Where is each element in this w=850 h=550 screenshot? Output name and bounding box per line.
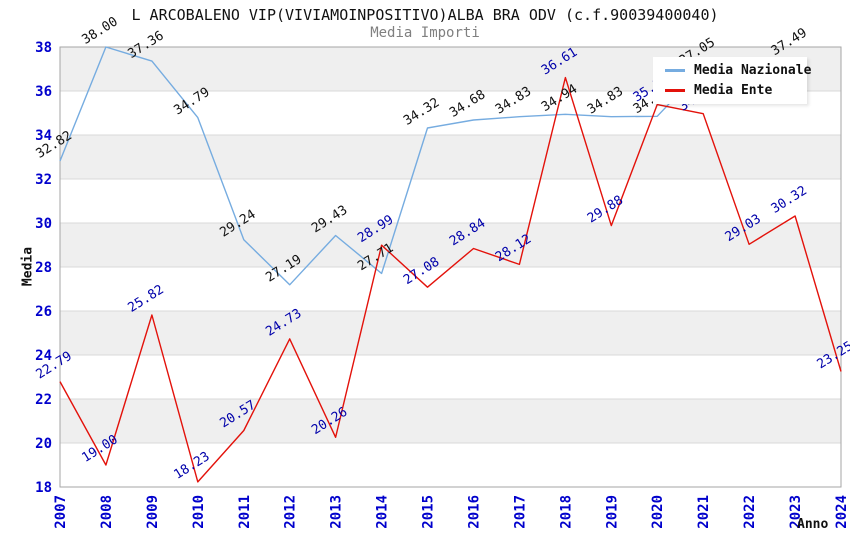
y-axis-tick-label: 18: [35, 480, 52, 496]
series-line-media-ente: [59, 76, 842, 483]
legend-label-ente: Media Ente: [694, 82, 773, 98]
x-axis-tick-label: 2013: [329, 495, 345, 529]
plot-band: [60, 135, 841, 179]
x-axis-tick-label: 2014: [375, 495, 391, 529]
x-axis-title: Anno: [797, 517, 829, 532]
y-axis-tick-label: 26: [35, 304, 52, 320]
legend-item-media-nazionale: Media Nazionale: [665, 63, 811, 78]
y-axis-tick-label: 32: [35, 172, 52, 188]
x-axis-tick-label: 2019: [604, 495, 620, 529]
plot-band: [60, 223, 841, 267]
plot-band: [60, 311, 841, 355]
plot-frame: [59, 46, 842, 488]
y-axis-tick-label: 38: [35, 40, 52, 56]
x-axis-tick-label: 2009: [145, 495, 161, 529]
legend-swatch-ente-icon: [665, 88, 685, 92]
y-axis-tick-label: 34: [35, 128, 52, 144]
y-axis-tick-label: 28: [35, 260, 52, 276]
x-axis-tick-label: 2023: [788, 495, 804, 529]
x-axis-tick-label: 2007: [53, 495, 69, 529]
plot-band: [60, 399, 841, 443]
data-label: 34.32: [401, 95, 442, 128]
data-label: 18.23: [171, 449, 212, 482]
x-axis-tick-label: 2021: [696, 495, 712, 529]
x-axis-tick-label: 2015: [421, 495, 437, 529]
x-axis-tick-label: 2022: [742, 495, 758, 529]
chart-subtitle: Media Importi: [370, 25, 480, 41]
legend-swatch-nazionale-icon: [665, 69, 685, 73]
x-axis-tick-label: 2020: [650, 495, 666, 529]
y-axis-tick-label: 24: [35, 348, 52, 364]
y-axis-title: Media: [20, 246, 36, 287]
chart-title: L ARCOBALENO VIP(VIVIAMOINPOSITIVO)ALBA …: [131, 6, 719, 24]
data-label: 30.32: [769, 183, 810, 216]
legend: Media Nazionale Media Ente: [653, 57, 811, 104]
y-axis-tick-label: 22: [35, 392, 52, 408]
data-label: 29.88: [585, 193, 626, 226]
y-axis-tick-label: 36: [35, 84, 52, 100]
x-axis-tick-label: 2011: [237, 495, 253, 529]
y-axis-tick-label: 30: [35, 216, 52, 232]
x-axis-tick-label: 2024: [834, 495, 850, 529]
data-label: 34.68: [447, 87, 488, 120]
x-axis-tick-label: 2016: [467, 495, 483, 529]
x-axis-tick-label: 2012: [283, 495, 299, 529]
y-axis-tick-label: 20: [35, 436, 52, 452]
x-axis-tick-label: 2017: [512, 495, 528, 529]
x-axis-tick-label: 2008: [99, 495, 115, 529]
legend-item-media-ente: Media Ente: [665, 83, 807, 98]
x-axis-tick-label: 2010: [191, 495, 207, 529]
legend-label-nazionale: Media Nazionale: [694, 63, 812, 79]
x-axis-tick-label: 2018: [558, 495, 574, 529]
